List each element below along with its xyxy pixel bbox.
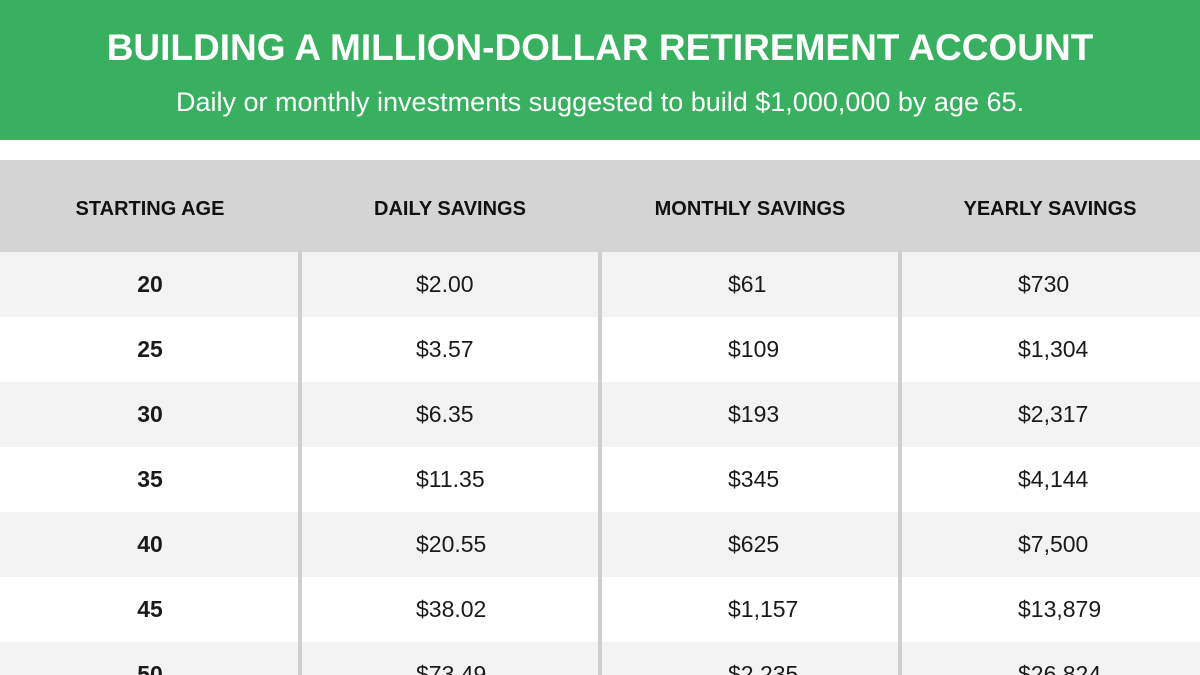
savings-cell: $1,157 [728, 596, 799, 622]
savings-cell: $20.55 [416, 531, 487, 557]
savings-cell: $2,235 [728, 661, 799, 675]
table-row: 45 $38.02 $1,157 $13,879 [0, 577, 1200, 642]
savings-cell: $6.35 [416, 401, 474, 427]
table-row: 35 $11.35 $345 $4,144 [0, 447, 1200, 512]
subtitle: Daily or monthly investments suggested t… [175, 87, 1025, 117]
savings-cell: $1,304 [1018, 336, 1089, 362]
savings-cell: $2.00 [416, 271, 474, 297]
savings-cell: $2,317 [1018, 401, 1089, 427]
table-header: STARTING AGE DAILY SAVINGS MONTHLY SAVINGS… [0, 160, 1200, 252]
age-cell: 30 [137, 401, 163, 427]
savings-cell: $7,500 [1018, 531, 1089, 557]
column-header: MONTHLY SAVINGS [654, 198, 846, 220]
age-cell: 25 [137, 336, 163, 362]
savings-cell: $13,879 [1018, 596, 1102, 622]
banner: BUILDING A MILLION-DOLLAR RETIREMENT ACC… [0, 0, 1200, 140]
savings-cell: $4,144 [1018, 466, 1089, 492]
savings-cell: $11.35 [416, 466, 485, 492]
column-divider [598, 252, 602, 675]
title: BUILDING A MILLION-DOLLAR RETIREMENT ACC… [106, 27, 1094, 68]
savings-cell: $38.02 [416, 596, 487, 622]
savings-cell: $345 [728, 466, 780, 492]
savings-cell: $193 [728, 401, 780, 427]
table-row: 25 $3.57 $109 $1,304 [0, 317, 1200, 382]
age-cell: 45 [137, 596, 163, 622]
savings-cell: $109 [728, 336, 780, 362]
age-cell: 40 [137, 531, 163, 557]
age-cell: 20 [137, 271, 163, 297]
column-header: YEARLY SAVINGS [963, 198, 1137, 220]
column-header: DAILY SAVINGS [374, 198, 526, 220]
age-cell: 35 [137, 466, 163, 492]
column-divider [898, 252, 902, 675]
savings-cell: $730 [1018, 271, 1070, 297]
column-divider [298, 252, 302, 675]
savings-cell: $73.49 [416, 661, 487, 675]
savings-cell: $625 [728, 531, 780, 557]
savings-cell: $61 [728, 271, 767, 297]
savings-cell: $3.57 [416, 336, 474, 362]
savings-cell: $26,824 [1018, 661, 1102, 675]
age-cell: 50 [137, 661, 163, 675]
column-header: STARTING AGE [75, 198, 225, 220]
